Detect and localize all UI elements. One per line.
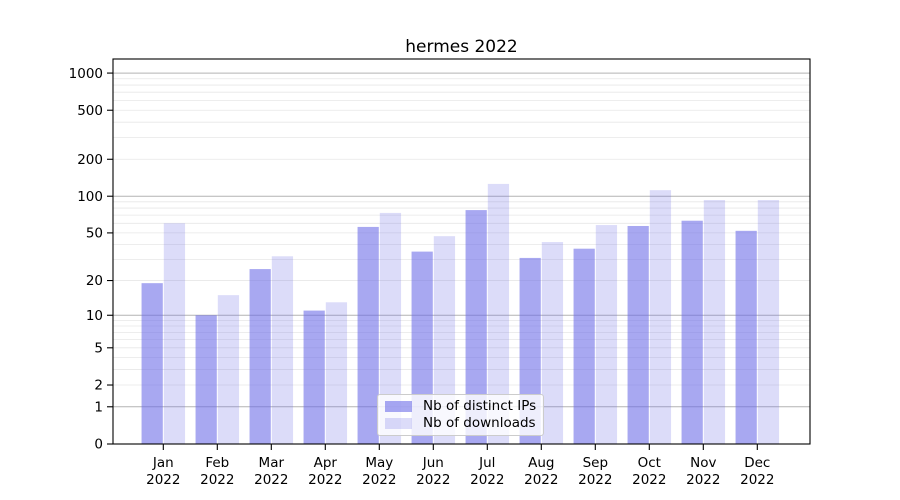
legend-item-distinct-ips: Nb of distinct IPs (385, 398, 537, 415)
y-tick-label: 1000 (69, 66, 103, 82)
y-tick-label: 50 (86, 226, 103, 242)
x-tick-label-month: Dec (744, 455, 770, 471)
bar-downloads-nov (703, 200, 726, 444)
bar-downloads-may (379, 212, 402, 444)
legend-swatch-distinct-ips (385, 401, 412, 412)
legend-label-distinct-ips: Nb of distinct IPs (423, 398, 537, 414)
y-tick-label: 10 (86, 308, 103, 324)
y-tick-label: 5 (94, 341, 103, 357)
chart-title: hermes 2022 (405, 37, 518, 57)
x-tick-label-month: Apr (314, 455, 338, 471)
x-tick-label-year: 2022 (524, 472, 558, 488)
x-tick-label-year: 2022 (362, 472, 396, 488)
bar-downloads-jul (487, 183, 510, 444)
bar-downloads-oct (649, 190, 672, 444)
bar-downloads-apr (325, 302, 348, 444)
x-tick-label-year: 2022 (632, 472, 666, 488)
bar-distinct-ips-apr (303, 310, 325, 444)
x-tick-label-month: Mar (259, 455, 285, 471)
x-tick-label-month: Jul (478, 455, 495, 471)
bar-distinct-ips-nov (681, 220, 703, 444)
x-tick-label-month: Oct (638, 455, 661, 471)
x-tick-label-year: 2022 (308, 472, 342, 488)
bar-downloads-feb (217, 295, 240, 444)
x-tick-label-year: 2022 (578, 472, 612, 488)
bar-distinct-ips-oct (627, 225, 649, 444)
x-tick-label-month: Jun (422, 455, 444, 471)
legend-label-downloads: Nb of downloads (423, 415, 536, 431)
bar-downloads-mar (271, 256, 294, 444)
bar-downloads-jun (433, 236, 456, 444)
x-tick-label-month: Sep (583, 455, 608, 471)
x-tick-label-month: Feb (205, 455, 229, 471)
x-tick-label-year: 2022 (416, 472, 450, 488)
y-tick-label: 0 (94, 437, 103, 453)
x-tick-label-year: 2022 (146, 472, 180, 488)
y-tick-label: 500 (77, 103, 103, 119)
bar-distinct-ips-jul (465, 210, 487, 444)
legend-box: Nb of distinct IPs Nb of downloads (377, 394, 544, 436)
x-tick-label-year: 2022 (200, 472, 234, 488)
bar-distinct-ips-feb (195, 315, 217, 444)
x-tick-label-year: 2022 (254, 472, 288, 488)
bar-distinct-ips-dec (735, 230, 757, 444)
x-tick-label-month: Jan (152, 455, 174, 471)
x-tick-label-month: May (365, 455, 393, 471)
bar-downloads-dec (757, 200, 780, 444)
x-tick-label-year: 2022 (686, 472, 720, 488)
plot-frame (112, 58, 811, 445)
y-tick-label: 20 (86, 273, 103, 289)
x-tick-label-month: Nov (690, 455, 716, 471)
bar-distinct-ips-may (357, 226, 379, 444)
x-tick-label-month: Aug (528, 455, 554, 471)
y-tick-label: 2 (94, 378, 103, 394)
bar-downloads-jan (163, 223, 186, 444)
x-tick-label-year: 2022 (470, 472, 504, 488)
legend-item-downloads: Nb of downloads (385, 415, 537, 432)
legend-swatch-downloads (385, 418, 412, 429)
bar-downloads-aug (541, 242, 564, 444)
bar-downloads-sep (595, 225, 618, 444)
y-tick-label: 100 (77, 189, 103, 205)
bar-distinct-ips-mar (249, 269, 271, 444)
y-tick-label: 200 (77, 152, 103, 168)
y-tick-label: 1 (94, 399, 103, 415)
x-tick-label-year: 2022 (740, 472, 774, 488)
bar-distinct-ips-jan (141, 283, 163, 444)
bar-distinct-ips-sep (573, 248, 595, 444)
